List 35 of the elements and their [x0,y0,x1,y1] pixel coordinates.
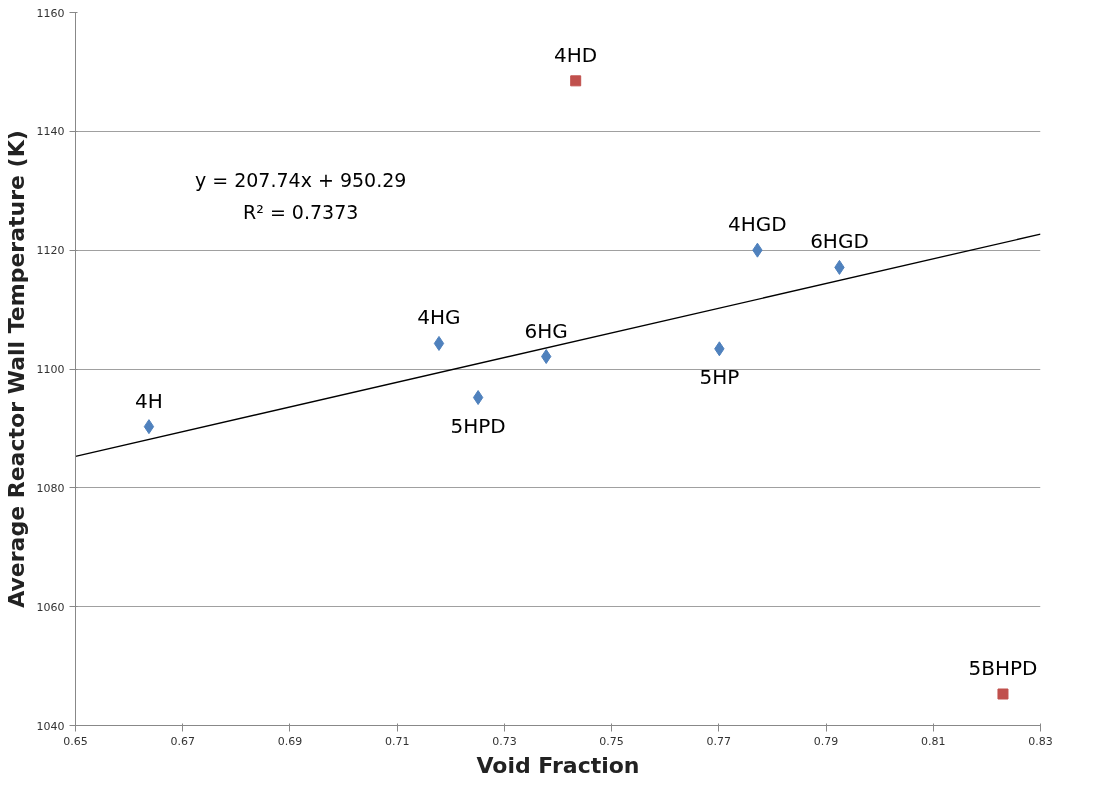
annotation: 5HPD [450,413,506,438]
x-tick-label: 0.73 [492,734,517,748]
annotation: 6HG [524,318,568,343]
x-tick-label: 0.83 [1028,734,1053,748]
y-tick-label: 1060 [36,600,65,614]
point [433,335,445,351]
x-tick-label: 0.77 [706,734,732,748]
x-tick-label: 0.67 [170,734,195,748]
y-tick-label: 1160 [36,6,65,20]
annotation: y = 207.74x + 950.29 [194,168,407,191]
annotation: 4H [135,388,163,413]
point [997,688,1009,700]
annotation: 6HGD [810,229,869,254]
point [472,390,484,406]
point [570,75,582,87]
point [143,419,155,435]
y-tick-label: 1100 [36,363,65,376]
y-axis-title: Average Reactor Wall Temperature (K) [3,130,29,608]
x-tick-label: 0.75 [599,734,624,748]
x-axis-title: Void Fraction [476,752,640,778]
x-tick-label: 0.71 [384,734,410,748]
y-tick-label: 1140 [36,125,65,139]
y-tick-label: 1040 [36,719,65,733]
x-tick-label: 0.69 [277,734,303,748]
annotation: 4HGD [728,212,787,237]
y-tick-label: 1080 [36,481,65,495]
y-tick-label: 1120 [36,244,65,258]
x-tick-label: 0.79 [813,734,839,748]
annotation: R² = 0.7373 [243,200,359,223]
annotation: 5HP [699,364,740,389]
annotation: 4HG [417,305,461,330]
annotation: 4HD [554,42,598,67]
x-tick-label: 0.81 [921,734,946,748]
x-tick-label: 0.65 [63,734,88,748]
annotation: 5BHPD [968,656,1038,681]
